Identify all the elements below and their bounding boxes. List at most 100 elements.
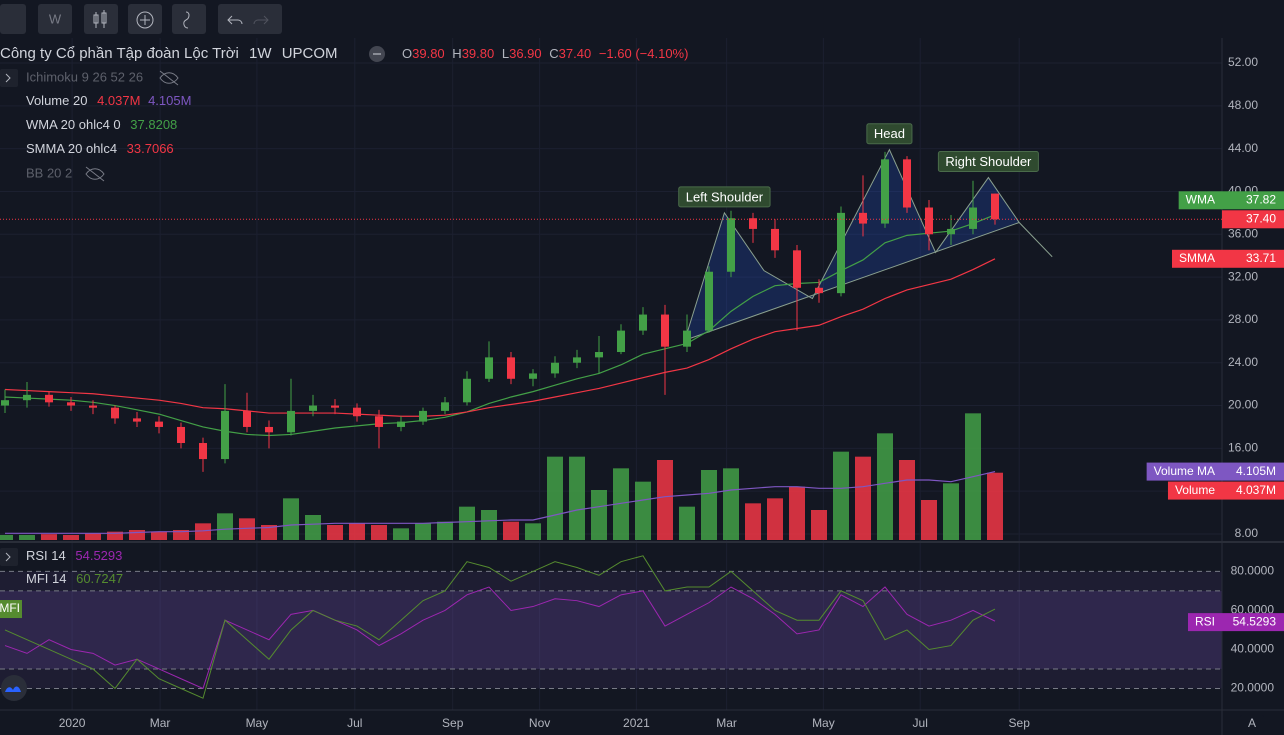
- chart-type-button[interactable]: [84, 4, 118, 34]
- volume-bar: [63, 535, 79, 540]
- volume-bar: [151, 531, 167, 540]
- legend-toggle[interactable]: [0, 69, 18, 87]
- candle-body: [89, 405, 97, 408]
- candle-body: [925, 207, 933, 235]
- candle-body: [903, 159, 911, 208]
- volume-bar: [811, 510, 827, 540]
- pattern-fill: [684, 149, 1020, 341]
- indicator-value: 4.105M: [148, 93, 191, 108]
- y-tick-label: 28.00: [1228, 312, 1258, 326]
- indicator-label: RSI 14: [26, 548, 66, 563]
- undo-redo[interactable]: [218, 4, 282, 34]
- indicator-value: 4.037M: [97, 93, 140, 108]
- candle-body: [111, 407, 119, 419]
- badge-value: 37.40: [1246, 211, 1276, 225]
- volume-bar: [789, 486, 805, 540]
- indicator-label: SMMA 20 ohlc4: [26, 141, 117, 156]
- volume-bar: [613, 468, 629, 540]
- candle-body: [419, 410, 427, 422]
- candle-body: [23, 394, 31, 401]
- volume-bar: [327, 525, 343, 540]
- volume-bar: [877, 433, 893, 540]
- volume-bar: [855, 456, 871, 540]
- volume-bar: [195, 523, 211, 540]
- chevron-icon: [5, 552, 11, 562]
- hidden-eye-icon[interactable]: [85, 166, 105, 182]
- indicator-label: Ichimoku 9 26 52 26: [26, 69, 143, 84]
- volume-bar: [85, 533, 101, 540]
- indicator-label: WMA 20 ohlc4 0: [26, 117, 121, 132]
- volume-bar: [921, 500, 937, 540]
- candle-body: [133, 418, 141, 422]
- badge-name: Volume: [1175, 483, 1215, 497]
- volume-bar: [217, 513, 233, 540]
- auto-scale-button[interactable]: [1240, 715, 1264, 733]
- y-tick-label: 8.00: [1235, 526, 1259, 540]
- volume-bar: [833, 451, 849, 540]
- y-tick-label: 52.00: [1228, 55, 1258, 69]
- volume-bar: [701, 470, 717, 540]
- plus-icon: [136, 11, 154, 29]
- y-tick-label: 40.0000: [1231, 642, 1275, 656]
- volume-bar: [525, 523, 541, 540]
- badge-value: 37.82: [1246, 192, 1276, 206]
- candle-body: [45, 394, 53, 403]
- volume-bar: [723, 468, 739, 540]
- candle-body: [705, 271, 713, 331]
- candle-body: [639, 314, 647, 331]
- annotation-box: [678, 186, 771, 208]
- interval-text: W: [49, 11, 62, 26]
- legend-toggle[interactable]: [0, 548, 18, 566]
- y-tick-label: 32.00: [1228, 269, 1258, 283]
- badge-name-bg: [1172, 249, 1222, 268]
- series-tag-bg: [0, 600, 22, 619]
- interval-button[interactable]: [38, 4, 72, 34]
- volume-bar: [437, 521, 453, 540]
- candle-body: [749, 218, 757, 229]
- candle-body: [1, 400, 9, 406]
- candle-body: [309, 405, 317, 411]
- x-tick-label: Nov: [529, 716, 550, 730]
- y-tick-label: 80.0000: [1231, 564, 1275, 578]
- series-tag: MFI: [0, 601, 20, 615]
- x-tick-label: Mar: [716, 716, 737, 730]
- annotation: Right Shoulder: [945, 154, 1032, 169]
- logo-icon: [5, 686, 21, 692]
- volume-bar: [459, 506, 475, 540]
- logo[interactable]: [1, 675, 27, 701]
- candle-body: [661, 314, 669, 347]
- y-tick-label: 16.00: [1228, 441, 1258, 455]
- neckline: [684, 222, 1020, 341]
- candle-body: [595, 352, 603, 358]
- indicator-value: 33.7066: [127, 141, 174, 156]
- indicator-label: Volume 20: [26, 93, 87, 108]
- hidden-eye-icon[interactable]: [159, 70, 179, 86]
- x-tick-label: Sep: [1009, 716, 1031, 730]
- volume-bar: [569, 456, 585, 540]
- badge-name: SMMA: [1179, 251, 1215, 265]
- badge-bg: [1222, 613, 1284, 632]
- grid: [0, 38, 1222, 710]
- candle-body: [771, 228, 779, 251]
- chevron-icon: [5, 73, 11, 83]
- oscillator-line: [4, 586, 996, 690]
- badge-value: 54.5293: [1233, 614, 1277, 628]
- candle-body: [991, 193, 999, 220]
- ohlc-value: 39.80: [412, 46, 445, 61]
- alert-button[interactable]: [172, 4, 206, 34]
- annotation: Head: [874, 126, 905, 141]
- toolbar: [0, 0, 1284, 38]
- candle-body: [331, 405, 339, 408]
- candle-body: [969, 207, 977, 229]
- indicator-value: 37.8208: [130, 117, 177, 132]
- x-tick-label: Jul: [347, 716, 362, 730]
- badge-bg: [1222, 249, 1284, 268]
- volume-ma-line: [5, 470, 996, 534]
- volume-bar: [41, 534, 57, 540]
- candle-body: [155, 421, 163, 427]
- toolbar-button[interactable]: [0, 4, 26, 34]
- volume-bar: [261, 525, 277, 540]
- candle-body: [727, 218, 735, 272]
- badge-bg: [1222, 481, 1284, 500]
- volume-bar: [657, 460, 673, 540]
